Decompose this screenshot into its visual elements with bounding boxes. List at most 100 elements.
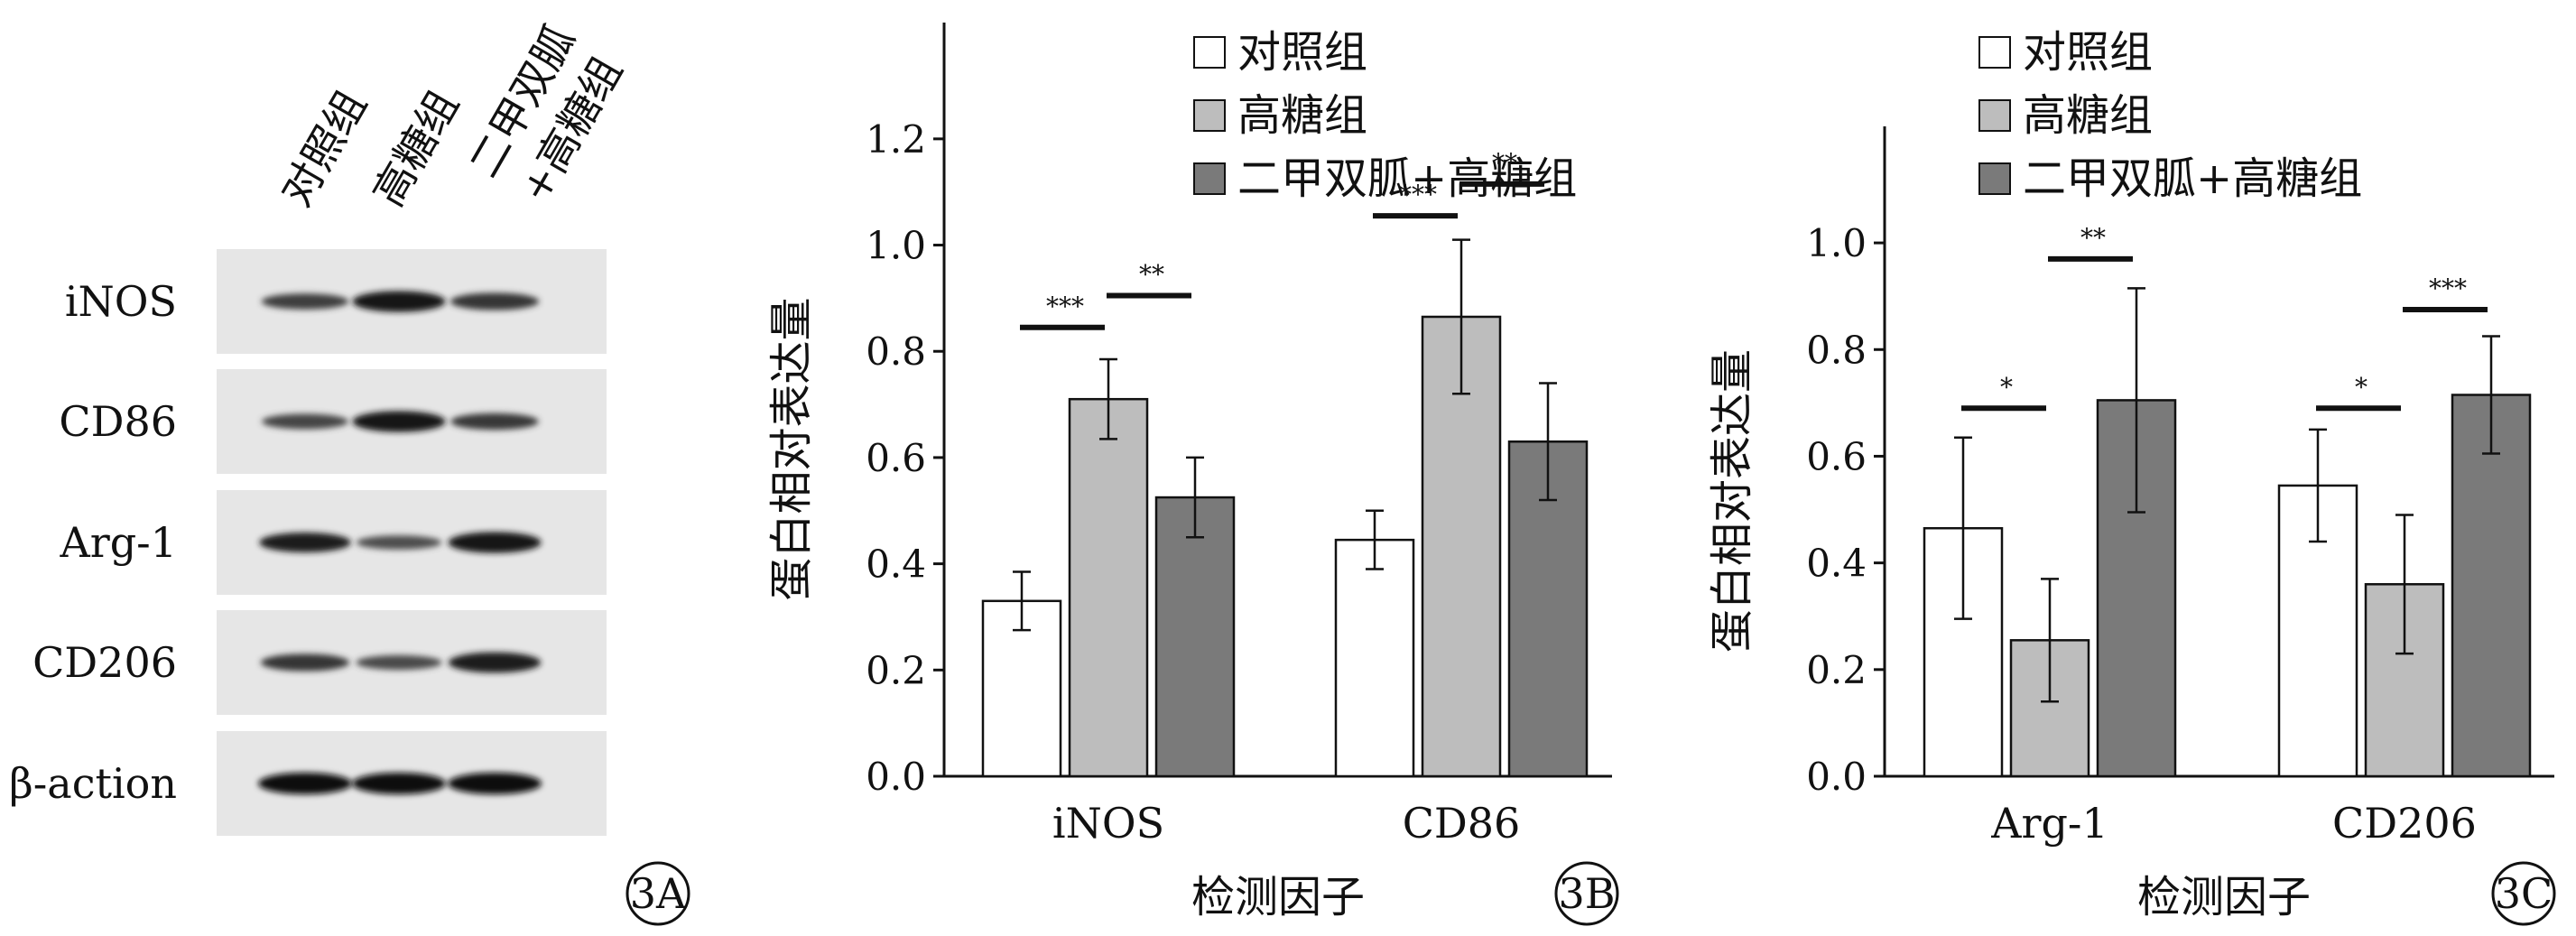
blot-row-inos: iNOS bbox=[65, 249, 607, 354]
legend-label: 高糖组 bbox=[1237, 90, 1367, 141]
x-axis-label: 检测因子 bbox=[1191, 872, 1365, 922]
panel-label-circle bbox=[2491, 861, 2556, 926]
x-axis-label: 检测因子 bbox=[2137, 872, 2311, 922]
blot-band bbox=[356, 535, 442, 550]
y-tick-label: 0.8 bbox=[866, 329, 926, 374]
error-bar bbox=[1366, 509, 1384, 570]
y-tick-label: 1.0 bbox=[1806, 221, 1867, 265]
blot-band bbox=[449, 292, 540, 310]
significance: ******* bbox=[1961, 223, 2488, 412]
y-tick-label: 1.0 bbox=[866, 224, 926, 268]
legend-label: 对照组 bbox=[1237, 27, 1367, 78]
y-tick-label: 0.4 bbox=[866, 542, 926, 587]
significance-label: *** bbox=[1399, 180, 1437, 209]
blot-row-label: iNOS bbox=[65, 277, 177, 326]
bar bbox=[1154, 496, 1236, 778]
blot-band bbox=[258, 773, 352, 794]
significance: ********** bbox=[1020, 148, 1544, 330]
panel-label: 3C bbox=[2491, 861, 2556, 926]
significance-label: ** bbox=[1492, 148, 1517, 178]
legend-label: 对照组 bbox=[2023, 27, 2153, 78]
panel-label-3a-text: 3A bbox=[630, 869, 687, 918]
blot-column-label-control: 对照组 bbox=[272, 82, 376, 215]
legend-swatch bbox=[1193, 162, 1226, 195]
blot-band bbox=[448, 652, 542, 673]
x-tick-label: Arg-1 bbox=[1990, 799, 2108, 848]
panel-label-text: 3B bbox=[1558, 869, 1615, 918]
bars bbox=[1923, 287, 2532, 778]
blot-band bbox=[260, 653, 350, 672]
blot-band bbox=[356, 654, 442, 671]
blot-band bbox=[262, 413, 348, 430]
error-bar bbox=[1013, 570, 1031, 632]
blot-row-cd206: CD206 bbox=[32, 610, 607, 715]
error-bar bbox=[1099, 357, 1117, 440]
error-bar bbox=[1452, 238, 1470, 395]
error-bar bbox=[2395, 514, 2414, 655]
error-bar bbox=[2127, 287, 2145, 514]
x-tick-label: iNOS bbox=[1052, 799, 1164, 848]
blot-row-label: CD86 bbox=[59, 397, 177, 446]
axes: 0.0 0.2 0.4 0.6 0.8 1.0 bbox=[1806, 126, 2554, 799]
blot-row-arg-1: Arg-1 bbox=[60, 490, 607, 595]
significance-label: * bbox=[2355, 372, 2368, 402]
y-axis-label: 蛋白相对表达量 bbox=[766, 297, 817, 600]
bars bbox=[981, 238, 1589, 778]
blot-row-label: β-action bbox=[9, 759, 177, 808]
panel-label-text: 3C bbox=[2495, 869, 2553, 918]
significance-label: * bbox=[2000, 372, 2013, 402]
legend-swatch bbox=[1978, 99, 2011, 132]
blot-row-cd86: CD86 bbox=[59, 369, 607, 474]
bar bbox=[2451, 394, 2532, 778]
error-bar bbox=[1186, 456, 1204, 539]
blot-band bbox=[352, 773, 446, 794]
legend-label: 高糖组 bbox=[2023, 90, 2153, 141]
panel-label-circle bbox=[1554, 861, 1619, 926]
error-bar bbox=[2041, 578, 2059, 703]
y-tick-label: 0.2 bbox=[866, 648, 926, 692]
legend-label: 二甲双胍+高糖组 bbox=[1237, 153, 1577, 204]
legend-label: 二甲双胍+高糖组 bbox=[2023, 153, 2362, 204]
blot-band bbox=[352, 411, 446, 432]
blot-rows: iNOS CD86 Arg-1 CD206 β-action bbox=[9, 249, 607, 836]
y-tick-label: 0.8 bbox=[1806, 328, 1867, 372]
error-bar bbox=[2482, 335, 2500, 455]
y-tick-label: 1.2 bbox=[866, 117, 926, 162]
error-bar bbox=[2309, 428, 2327, 543]
legend-swatch bbox=[1978, 36, 2011, 69]
significance-label: ** bbox=[2080, 223, 2106, 253]
y-tick-label: 0.0 bbox=[866, 755, 926, 799]
axes: 0.0 0.2 0.4 0.6 0.8 1.0 1.2 bbox=[866, 23, 1612, 799]
error-bar bbox=[1954, 436, 1972, 620]
western-blot-panel: 对照组 高糖组 二甲双胍 +高糖组 iNOS CD86 Arg-1 CD206 β-ac… bbox=[9, 17, 690, 926]
blot-band bbox=[352, 291, 446, 312]
blot-band bbox=[261, 293, 349, 310]
x-tick-label: CD86 bbox=[1403, 799, 1521, 848]
significance-label: *** bbox=[2429, 273, 2467, 303]
y-axis-label: 蛋白相对表达量 bbox=[1707, 349, 1757, 653]
y-tick-label: 0.2 bbox=[1806, 648, 1867, 692]
blot-band bbox=[448, 532, 542, 553]
blot-column-label-high-glucose: 高糖组 bbox=[364, 82, 468, 215]
blot-row--action: β-action bbox=[9, 731, 607, 836]
bar bbox=[1068, 397, 1149, 778]
error-bar bbox=[1539, 382, 1557, 502]
x-tick-label: CD206 bbox=[2332, 799, 2477, 848]
legend-swatch bbox=[1193, 99, 1226, 132]
legend-swatch bbox=[1193, 36, 1226, 69]
blot-band bbox=[448, 773, 542, 794]
blot-band bbox=[259, 533, 351, 552]
y-tick-label: 0.4 bbox=[1806, 542, 1867, 586]
y-tick-label: 0.6 bbox=[866, 436, 926, 480]
significance-label: ** bbox=[1139, 259, 1164, 289]
blot-band bbox=[450, 412, 539, 431]
y-tick-label: 0.0 bbox=[1806, 755, 1867, 799]
blot-column-labels: 对照组 高糖组 二甲双胍 +高糖组 bbox=[272, 17, 632, 214]
panel-label-3a: 3A bbox=[625, 861, 690, 926]
bar bbox=[1334, 538, 1415, 778]
significance-label: *** bbox=[1046, 292, 1084, 321]
